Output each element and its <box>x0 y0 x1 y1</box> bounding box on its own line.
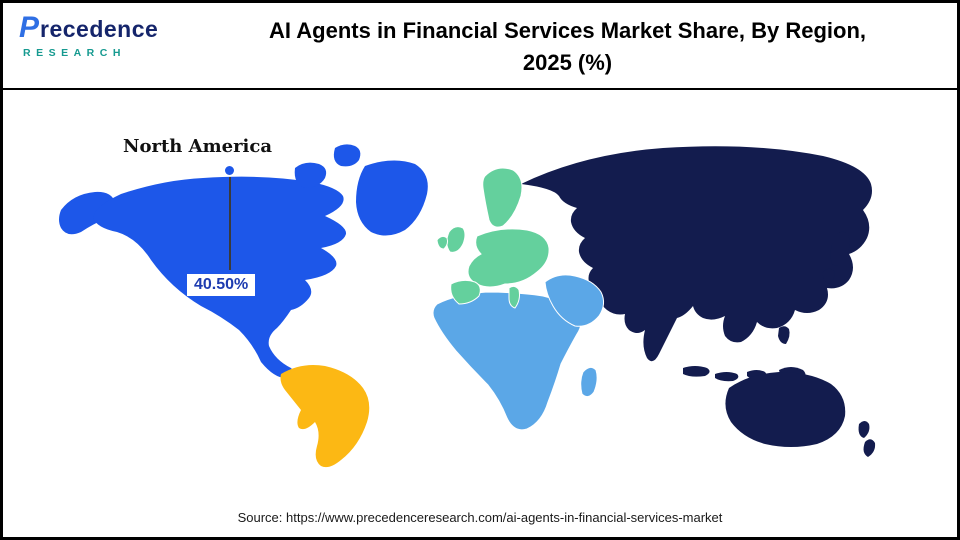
world-map <box>59 144 876 468</box>
chart-title: AI Agents in Financial Services Market S… <box>3 3 957 79</box>
new-zealand-south <box>863 439 876 457</box>
logo-brand-text: recedence <box>40 16 159 42</box>
italy <box>508 285 520 309</box>
middle-east <box>544 274 605 327</box>
region-asia-pacific <box>521 146 876 457</box>
new-zealand-north <box>858 421 870 438</box>
logo-subtitle: RESEARCH <box>23 47 126 59</box>
annotation-dot <box>225 166 234 175</box>
logo-p-mark: P <box>19 11 40 44</box>
brand-logo: P recedence RESEARCH <box>19 11 159 60</box>
region-north-america <box>59 144 428 379</box>
chart-title-line1: AI Agents in Financial Services Market S… <box>268 18 867 43</box>
alaska <box>59 191 116 235</box>
europe-mainland <box>467 228 550 288</box>
north-america-share-value: 40.50% <box>187 274 256 296</box>
japan-island-south <box>822 268 835 284</box>
arctic-island-2 <box>333 144 361 167</box>
scandinavia <box>482 167 523 228</box>
ireland <box>436 235 449 250</box>
united-kingdom <box>446 226 466 253</box>
header: P recedence RESEARCH AI Agents in Financ… <box>3 3 957 90</box>
australia <box>725 372 846 447</box>
chart-title-line2: 2025 (%) <box>522 49 613 75</box>
philippines-island <box>778 326 790 344</box>
japan-island <box>830 231 850 266</box>
source-citation: Source: https://www.precedenceresearch.c… <box>237 510 723 525</box>
north-america-label: North America <box>123 136 273 157</box>
arctic-island-1 <box>294 162 327 188</box>
region-south-america <box>280 365 370 468</box>
madagascar <box>580 366 598 398</box>
africa <box>432 291 582 431</box>
asia-mainland <box>521 146 872 362</box>
region-europe <box>436 167 550 309</box>
map-area: North America 40.50% Source: https://www… <box>3 90 957 537</box>
greenland <box>356 160 428 236</box>
indonesia-island-1 <box>683 366 710 377</box>
indonesia-island-2 <box>715 372 739 382</box>
annotation-leader-line <box>229 177 231 270</box>
south-america <box>280 365 370 468</box>
iberia <box>450 279 481 305</box>
region-africa-middle-east <box>432 274 605 431</box>
